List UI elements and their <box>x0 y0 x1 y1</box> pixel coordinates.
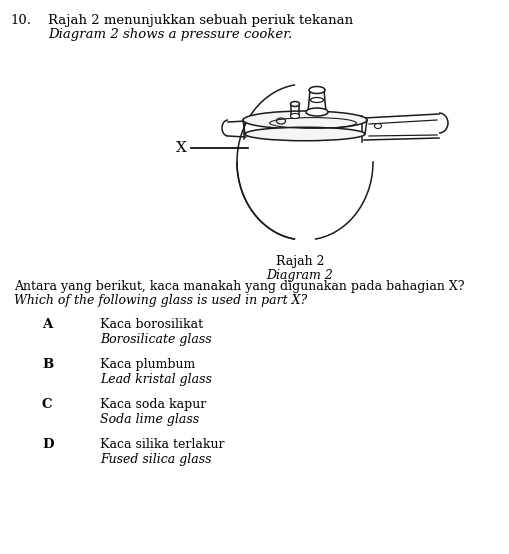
Text: Antara yang berikut, kaca manakah yang digunakan pada bahagian X?: Antara yang berikut, kaca manakah yang d… <box>14 280 464 293</box>
Ellipse shape <box>290 101 299 106</box>
Text: Diagram 2: Diagram 2 <box>266 269 333 282</box>
Text: Soda lime glass: Soda lime glass <box>100 413 199 426</box>
Text: Lead kristal glass: Lead kristal glass <box>100 373 211 386</box>
Text: B: B <box>42 358 53 371</box>
Text: D: D <box>42 438 53 451</box>
Text: Diagram 2 shows a pressure cooker.: Diagram 2 shows a pressure cooker. <box>48 28 292 41</box>
Text: Rajah 2: Rajah 2 <box>275 255 324 268</box>
Text: Which of the following glass is used in part X?: Which of the following glass is used in … <box>14 294 306 307</box>
Ellipse shape <box>244 127 364 141</box>
Ellipse shape <box>290 114 299 119</box>
Text: C: C <box>42 398 52 411</box>
Text: Rajah 2 menunjukkan sebuah periuk tekanan: Rajah 2 menunjukkan sebuah periuk tekana… <box>48 14 352 27</box>
Ellipse shape <box>310 98 323 102</box>
Ellipse shape <box>308 86 324 94</box>
Text: X: X <box>176 141 187 155</box>
Text: A: A <box>42 318 52 331</box>
Text: 10.: 10. <box>10 14 31 27</box>
Text: Kaca soda kapur: Kaca soda kapur <box>100 398 206 411</box>
Text: Kaca borosilikat: Kaca borosilikat <box>100 318 203 331</box>
Text: Borosilicate glass: Borosilicate glass <box>100 333 211 346</box>
Ellipse shape <box>242 111 366 129</box>
Text: Kaca silika terlakur: Kaca silika terlakur <box>100 438 224 451</box>
Text: Fused silica glass: Fused silica glass <box>100 453 211 466</box>
Ellipse shape <box>305 108 327 116</box>
Text: Kaca plumbum: Kaca plumbum <box>100 358 195 371</box>
